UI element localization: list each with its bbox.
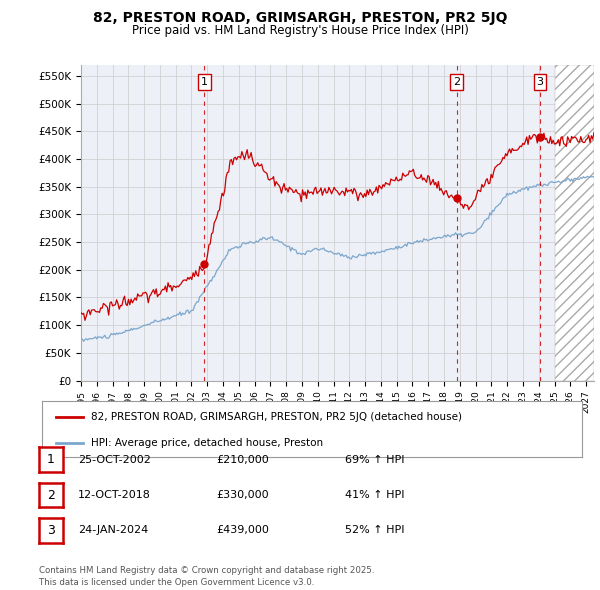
Text: 2: 2: [453, 77, 460, 87]
Text: £439,000: £439,000: [216, 526, 269, 535]
Text: 82, PRESTON ROAD, GRIMSARGH, PRESTON, PR2 5JQ: 82, PRESTON ROAD, GRIMSARGH, PRESTON, PR…: [93, 11, 507, 25]
Text: 25-OCT-2002: 25-OCT-2002: [78, 455, 151, 464]
Text: 12-OCT-2018: 12-OCT-2018: [78, 490, 151, 500]
Text: Contains HM Land Registry data © Crown copyright and database right 2025.
This d: Contains HM Land Registry data © Crown c…: [39, 566, 374, 587]
Text: 41% ↑ HPI: 41% ↑ HPI: [345, 490, 404, 500]
Text: 1: 1: [201, 77, 208, 87]
Text: 69% ↑ HPI: 69% ↑ HPI: [345, 455, 404, 464]
Text: HPI: Average price, detached house, Preston: HPI: Average price, detached house, Pres…: [91, 438, 323, 448]
Text: 1: 1: [47, 453, 55, 466]
Text: 24-JAN-2024: 24-JAN-2024: [78, 526, 148, 535]
Text: 52% ↑ HPI: 52% ↑ HPI: [345, 526, 404, 535]
Text: £330,000: £330,000: [216, 490, 269, 500]
Bar: [554, 65, 594, 381]
Text: 3: 3: [536, 77, 544, 87]
Text: £210,000: £210,000: [216, 455, 269, 464]
Text: 82, PRESTON ROAD, GRIMSARGH, PRESTON, PR2 5JQ (detached house): 82, PRESTON ROAD, GRIMSARGH, PRESTON, PR…: [91, 412, 461, 422]
Text: 3: 3: [47, 524, 55, 537]
Text: 2: 2: [47, 489, 55, 502]
Text: Price paid vs. HM Land Registry's House Price Index (HPI): Price paid vs. HM Land Registry's House …: [131, 24, 469, 37]
